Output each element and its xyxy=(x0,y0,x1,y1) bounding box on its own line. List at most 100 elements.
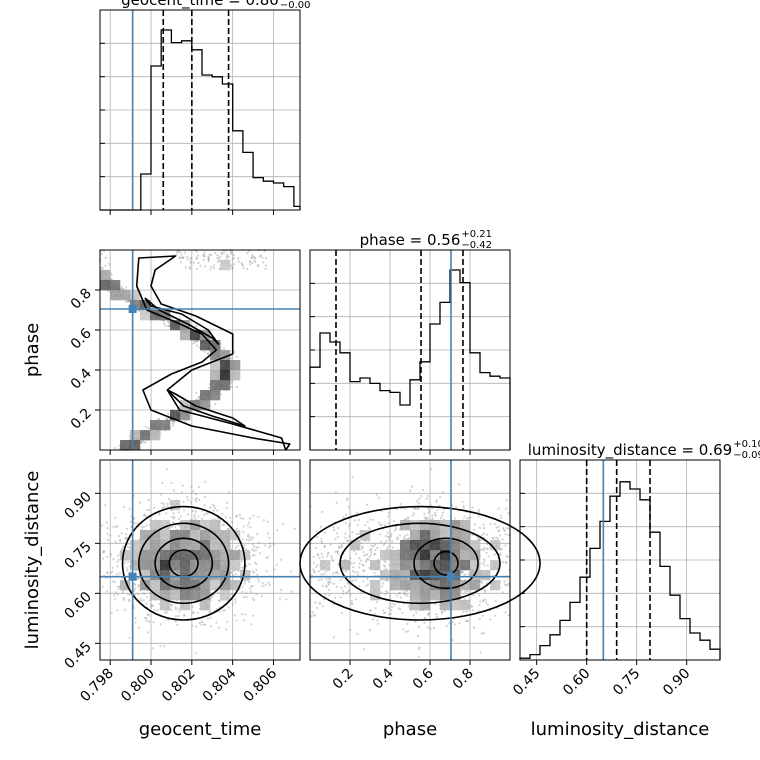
scatter-point xyxy=(215,621,218,624)
scatter-point xyxy=(112,526,115,529)
scatter-point xyxy=(110,611,113,614)
density-cell xyxy=(160,590,171,601)
density-cell xyxy=(150,550,161,561)
scatter-point xyxy=(203,253,206,256)
scatter-point xyxy=(427,511,430,514)
density-cell xyxy=(200,340,211,351)
y-tick-label-phase: 0.6 xyxy=(68,325,95,352)
scatter-point xyxy=(230,357,233,360)
x-tick-label-phase: 0.8 xyxy=(450,666,477,693)
scatter-point xyxy=(147,499,150,502)
scatter-point xyxy=(505,555,508,558)
y-tick-label-luminosity_distance: 0.60 xyxy=(61,589,94,622)
scatter-point xyxy=(198,621,201,625)
scatter-point xyxy=(435,501,438,504)
density-cell xyxy=(150,530,161,541)
scatter-point xyxy=(224,516,227,519)
scatter-point xyxy=(128,599,131,602)
scatter-point xyxy=(121,577,124,580)
scatter-point xyxy=(257,515,260,519)
scatter-point xyxy=(251,253,254,257)
scatter-point xyxy=(125,527,128,530)
scatter-point xyxy=(226,527,229,531)
scatter-point xyxy=(500,548,503,551)
scatter-point xyxy=(253,553,256,557)
scatter-point xyxy=(406,630,410,633)
density-cell xyxy=(320,560,331,571)
scatter-point xyxy=(243,619,246,622)
scatter-point xyxy=(177,250,180,253)
scatter-point xyxy=(207,386,210,390)
scatter-point xyxy=(221,524,224,527)
scatter-point xyxy=(486,603,490,606)
density-cell xyxy=(230,360,241,371)
scatter-point xyxy=(506,583,509,586)
scatter-point xyxy=(218,259,221,262)
density-cell xyxy=(210,380,221,391)
scatter-point xyxy=(176,251,179,254)
scatter-point xyxy=(268,546,271,549)
scatter-point xyxy=(144,425,147,428)
density-cell xyxy=(470,580,481,591)
density-cell xyxy=(220,370,231,381)
scatter-point xyxy=(212,505,216,508)
scatter-point xyxy=(398,534,402,537)
scatter-point xyxy=(471,506,474,509)
scatter-point xyxy=(230,385,233,388)
scatter-point xyxy=(482,558,486,561)
density-cell xyxy=(170,320,181,331)
density-cell xyxy=(440,560,451,571)
scatter-point xyxy=(230,265,233,268)
scatter-point xyxy=(412,512,415,515)
scatter-point xyxy=(507,614,510,617)
scatter-point xyxy=(312,561,315,564)
x-tick-label-phase: 0.2 xyxy=(330,666,357,693)
density-cell xyxy=(170,560,181,571)
scatter-point xyxy=(233,614,236,617)
scatter-point xyxy=(246,251,249,254)
scatter-point xyxy=(126,543,129,546)
scatter-point xyxy=(351,531,354,534)
scatter-point xyxy=(388,538,391,541)
density-cell xyxy=(160,420,171,431)
density-cell xyxy=(150,310,161,321)
scatter-point xyxy=(249,260,252,263)
scatter-point xyxy=(259,254,262,257)
scatter-point xyxy=(238,514,241,517)
density-cell xyxy=(200,580,211,591)
scatter-point xyxy=(465,610,468,614)
scatter-point xyxy=(484,598,487,601)
scatter-point xyxy=(430,467,433,471)
scatter-point xyxy=(252,545,256,548)
scatter-point xyxy=(252,514,255,517)
density-cell xyxy=(110,290,121,301)
scatter-point xyxy=(472,609,475,612)
scatter-point xyxy=(358,562,361,565)
scatter-point xyxy=(214,402,217,406)
scatter-point xyxy=(200,623,203,626)
scatter-point xyxy=(183,614,186,617)
scatter-point xyxy=(124,537,127,540)
scatter-point xyxy=(222,252,226,255)
scatter-point xyxy=(146,613,149,616)
scatter-point xyxy=(150,604,153,607)
scatter-point xyxy=(199,264,202,267)
scatter-point xyxy=(194,518,197,521)
scatter-point xyxy=(140,599,143,602)
scatter-point xyxy=(362,550,365,554)
density-cell xyxy=(230,550,241,561)
x-tick-label-geocent_time: 0.800 xyxy=(118,666,158,706)
scatter-point xyxy=(485,601,488,604)
scatter-point xyxy=(125,286,128,289)
scatter-point xyxy=(426,626,429,629)
density-cell xyxy=(200,520,211,531)
scatter-point xyxy=(407,516,410,519)
scatter-point xyxy=(150,603,153,606)
scatter-point xyxy=(327,551,330,554)
scatter-point xyxy=(208,611,211,614)
scatter-point xyxy=(250,257,253,260)
scatter-point xyxy=(351,476,354,479)
scatter-point xyxy=(477,508,480,512)
scatter-point xyxy=(111,570,114,573)
scatter-point xyxy=(405,590,408,593)
